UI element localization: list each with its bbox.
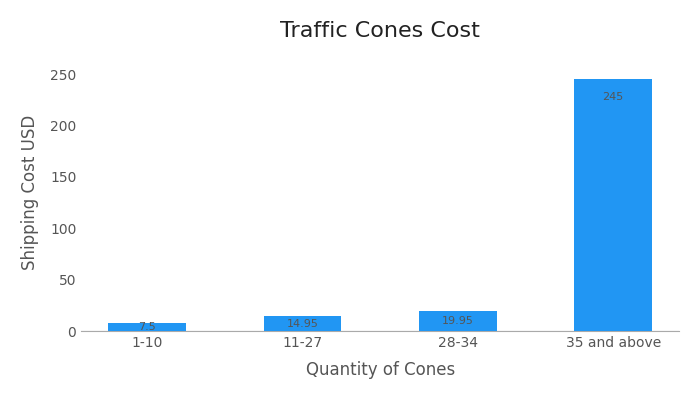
Bar	[264, 316, 342, 331]
Bar	[574, 79, 652, 331]
Bar	[108, 324, 186, 331]
Title: Traffic Cones Cost: Traffic Cones Cost	[280, 21, 480, 41]
Y-axis label: Shipping Cost USD: Shipping Cost USD	[21, 115, 38, 270]
Text: 14.95: 14.95	[286, 318, 318, 328]
Text: 19.95: 19.95	[442, 316, 474, 326]
Bar	[419, 311, 497, 331]
Text: 7.5: 7.5	[139, 322, 156, 332]
Text: 245: 245	[603, 92, 624, 102]
X-axis label: Quantity of Cones: Quantity of Cones	[305, 361, 455, 379]
